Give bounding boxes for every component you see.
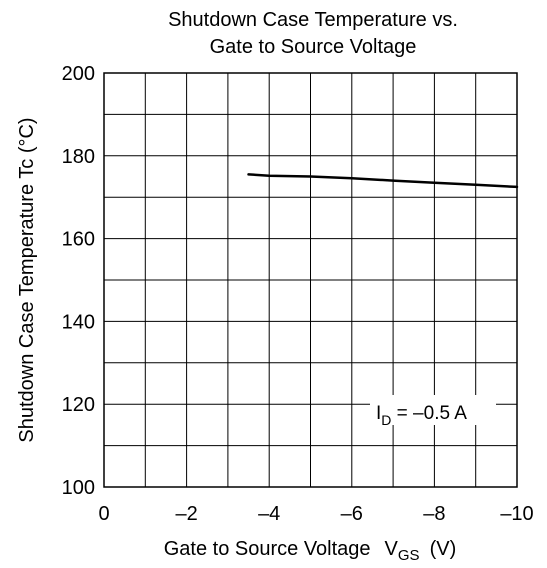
y-tick-label: 180: [62, 146, 95, 168]
chart-title-line-1: Shutdown Case Temperature vs.: [168, 9, 458, 31]
x-tick-label: –4: [258, 503, 280, 525]
plot-frame: [103, 72, 518, 488]
y-axis-label: Shutdown Case Temperature Tc (°C): [16, 117, 38, 442]
annotation-subscript: D: [381, 412, 391, 428]
x-axis-label-symbol: V: [385, 538, 399, 560]
y-tick-label: 160: [62, 229, 95, 251]
x-axis-label-text: Gate to Source Voltage: [164, 538, 371, 560]
annotation-text: ID = –0.5 A: [376, 403, 467, 428]
x-tick-label: –6: [341, 503, 363, 525]
x-axis-label: Gate to Source Voltage VGS (V): [164, 538, 457, 564]
annotation-background: [370, 395, 496, 425]
x-tick-label: –10: [500, 503, 533, 525]
x-axis-label-subscript: GS: [398, 547, 420, 564]
annotation-prefix: I: [376, 403, 381, 424]
x-tick-label: 0: [98, 503, 109, 525]
x-tick-label: –8: [423, 503, 445, 525]
annotation: ID = –0.5 A: [370, 395, 496, 428]
tick-labels: 0 –2 –4 –6 –8 –10 200 180 160 140 120 100: [62, 63, 534, 525]
annotation-rest: = –0.5 A: [391, 403, 467, 424]
y-tick-label: 200: [62, 63, 95, 85]
series-layer: [247, 173, 519, 189]
chart-title-line-2: Gate to Source Voltage: [210, 36, 417, 58]
x-axis-label-unit: (V): [430, 538, 457, 560]
y-tick-label: 100: [62, 477, 95, 499]
y-tick-label: 120: [62, 394, 95, 416]
y-tick-label: 140: [62, 311, 95, 333]
series-line: [247, 173, 519, 189]
x-tick-label: –2: [175, 503, 197, 525]
